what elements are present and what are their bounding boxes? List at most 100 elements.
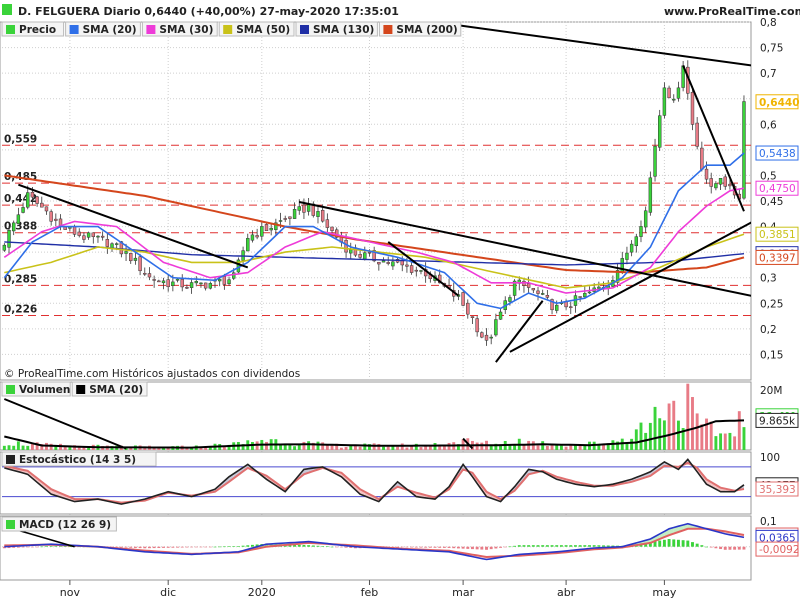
macd-hist-bar — [297, 544, 301, 547]
macd-hist-bar — [119, 546, 123, 548]
volume-bar — [672, 400, 676, 450]
site-link: www.ProRealTime.com — [664, 5, 800, 18]
price-legend-item-4[interactable] — [295, 21, 378, 37]
macd-hist-bar — [171, 546, 175, 548]
volume-bar — [344, 447, 348, 450]
volume-bar — [391, 444, 395, 450]
candle — [344, 239, 348, 253]
price-legend-item-3[interactable] — [218, 21, 295, 37]
candle — [470, 316, 475, 318]
volume-bar — [723, 433, 727, 450]
volume-bar — [742, 427, 746, 450]
candle — [709, 178, 713, 187]
volume-legend-item-1[interactable] — [71, 381, 148, 397]
volume-bar — [293, 446, 297, 450]
volume-bar — [204, 447, 208, 450]
volume-bar — [667, 403, 671, 450]
macd-hist-bar — [339, 546, 343, 548]
volume-bar — [82, 446, 86, 450]
volume-bar — [7, 445, 11, 450]
candle — [302, 204, 306, 213]
level-label-4: 0,285 — [4, 273, 37, 285]
volume-sma-line — [4, 419, 745, 449]
macd-hist-bar — [742, 546, 746, 550]
price-value-label-0-box — [755, 94, 799, 110]
stoch-legend-item-0[interactable] — [1, 451, 157, 467]
macd-hist-bar — [433, 546, 437, 548]
candle — [133, 257, 138, 261]
price-legend-item-0[interactable] — [1, 21, 65, 37]
volume-bar — [714, 436, 718, 450]
candle — [648, 177, 653, 213]
candle — [615, 270, 620, 283]
candle — [545, 295, 550, 298]
macd-hist-bar — [648, 542, 652, 547]
macd-hist-bar — [213, 546, 217, 548]
candle — [555, 304, 559, 311]
volume-bar — [288, 444, 292, 450]
volume-bar — [382, 446, 385, 450]
macd-hist-bar — [466, 546, 470, 549]
price-value-label-2-box — [755, 180, 799, 196]
candle — [297, 206, 301, 211]
candle — [405, 264, 409, 267]
volume-bar — [620, 438, 624, 450]
candle — [16, 214, 21, 224]
candle — [100, 235, 105, 238]
candle — [278, 220, 283, 222]
price-tick-1: 0,2 — [760, 324, 777, 336]
macd-hist-bar — [129, 546, 133, 548]
macd-hist-bar — [686, 540, 690, 547]
price-tick-2: 0,25 — [760, 298, 783, 310]
candle — [208, 283, 213, 289]
candle — [349, 249, 353, 254]
candle — [260, 226, 264, 237]
candle — [363, 252, 367, 260]
candle — [129, 253, 133, 262]
candle — [386, 262, 390, 264]
macd-hist-bar — [152, 546, 156, 549]
price-legend-item-2[interactable] — [141, 21, 218, 37]
volume-legend-label-1: SMA (20) — [89, 384, 143, 396]
macd-hist-bar — [185, 546, 189, 548]
volume-bar — [363, 443, 367, 450]
macd-hist-bar — [250, 544, 254, 547]
macd-hist-bar — [176, 546, 179, 548]
volume-bar — [606, 443, 610, 450]
macd-hist-bar — [335, 546, 339, 548]
macd-hist-bar — [246, 545, 250, 547]
macd-hist-bar — [485, 546, 488, 550]
candle — [466, 302, 470, 315]
volume-bar — [428, 445, 432, 450]
price-tick-6: 0,45 — [760, 196, 783, 208]
macd-hist-bar — [569, 545, 573, 547]
price-tick-13: 0,8 — [760, 17, 777, 29]
candle — [578, 296, 582, 298]
candle — [12, 222, 16, 232]
price-legend-label-0: Precio — [19, 24, 56, 36]
macd-hist-bar — [241, 545, 245, 547]
volume-bar — [442, 445, 446, 450]
macd-hist-bar — [447, 546, 451, 548]
header-bar — [0, 0, 800, 20]
price-legend-item-1[interactable] — [65, 21, 141, 37]
volume-legend-item-0[interactable] — [1, 381, 71, 397]
sma30-line — [3, 187, 745, 294]
macd-hist-bar — [428, 546, 432, 548]
candle — [105, 239, 110, 247]
volume-bar — [185, 447, 189, 450]
macd-legend-item-0[interactable] — [1, 516, 117, 532]
price-legend-swatch-5 — [383, 25, 393, 34]
candle — [232, 272, 236, 279]
macd-hist-bar — [45, 546, 48, 547]
candle — [620, 258, 624, 273]
volume-bar — [630, 438, 634, 450]
candle — [246, 238, 250, 252]
candle — [283, 218, 287, 220]
volume-bar — [583, 445, 587, 450]
volume-bar — [700, 424, 704, 450]
macd-hist-bar — [536, 545, 540, 547]
macd-hist-bar — [7, 546, 11, 549]
price-legend-item-5[interactable] — [378, 21, 462, 37]
xaxis-label-5: abr — [557, 586, 576, 599]
